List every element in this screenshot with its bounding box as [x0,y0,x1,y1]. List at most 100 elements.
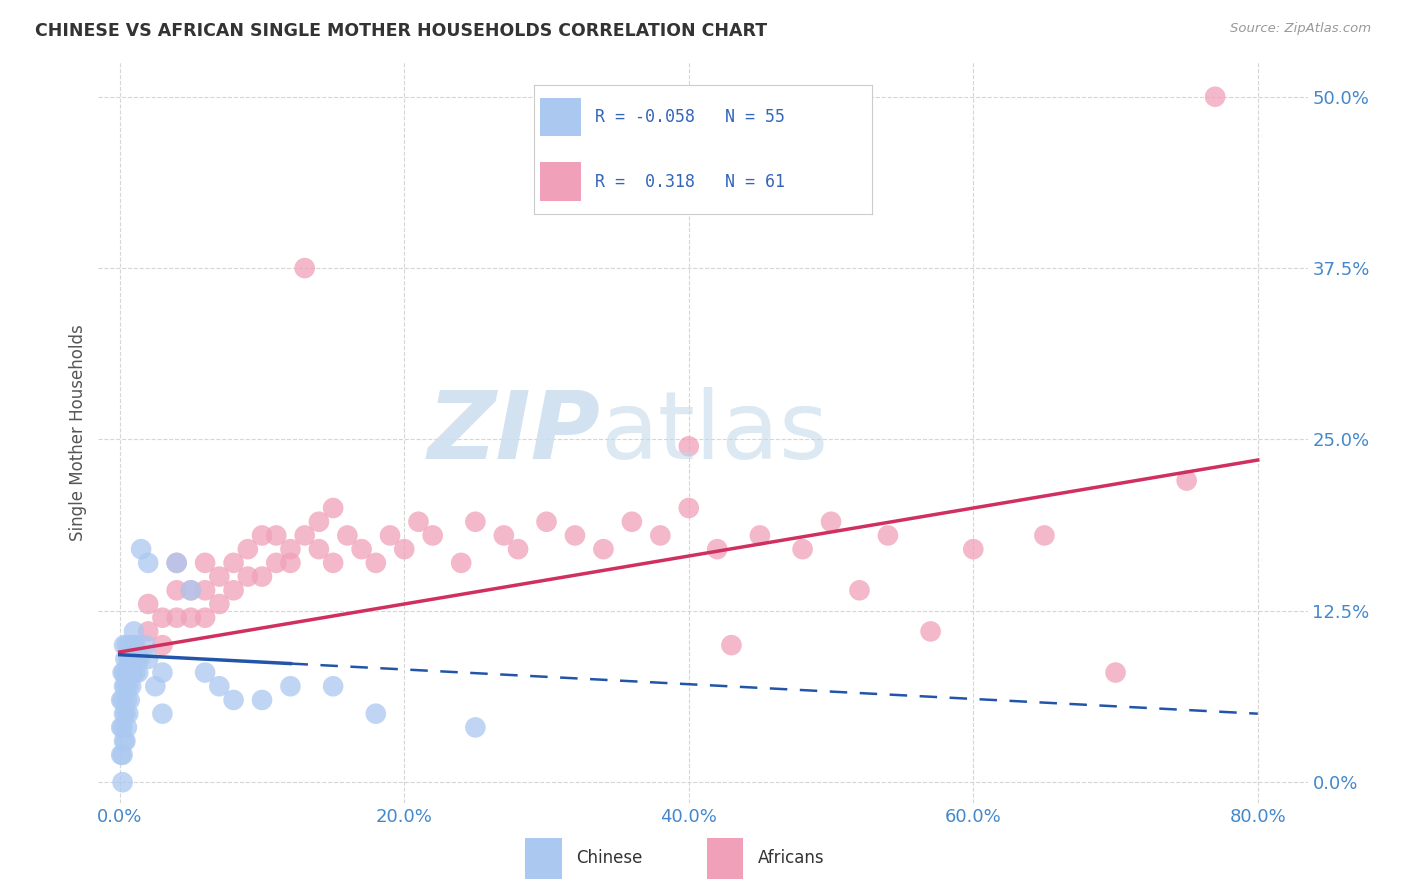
Point [112,679,135,693]
Point [678,501,700,516]
Point [121,665,143,680]
Point [920,624,942,639]
Point [848,583,870,598]
Point [322,556,344,570]
Point [152,611,174,625]
Point [115,638,138,652]
Point [136,652,159,666]
Point [180,583,202,598]
Point [115,693,138,707]
Point [136,597,159,611]
Point [111,665,134,680]
Point [222,693,245,707]
Point [792,542,814,557]
Point [450,556,472,570]
Point [114,706,136,721]
Point [280,679,302,693]
Point [120,679,142,693]
Point [506,542,529,557]
Point [250,693,273,707]
Point [124,638,146,652]
Point [1175,474,1198,488]
Point [114,734,136,748]
Point [394,542,416,557]
Point [122,638,145,652]
Point [748,528,770,542]
Point [364,556,387,570]
Point [1204,89,1226,103]
Point [112,734,135,748]
Point [136,624,159,639]
Point [180,583,202,598]
Point [264,528,287,542]
Point [152,665,174,680]
Point [180,611,202,625]
Point [166,583,188,598]
Point [134,638,156,652]
Point [114,679,136,693]
Point [620,515,643,529]
Point [720,638,742,652]
Point [117,706,139,721]
Point [322,501,344,516]
Point [111,693,134,707]
Point [536,515,558,529]
Point [166,556,188,570]
Point [350,542,373,557]
Point [236,569,259,583]
Point [250,569,273,583]
Point [117,679,139,693]
Point [592,542,614,557]
Point [222,583,245,598]
Point [118,665,141,680]
Point [127,665,149,680]
Point [143,679,166,693]
Point [336,528,359,542]
Point [408,515,430,529]
Point [308,515,330,529]
Point [194,611,217,625]
Point [111,747,134,762]
Point [877,528,900,542]
Point [208,597,231,611]
Point [112,706,135,721]
Point [122,652,145,666]
Text: atlas: atlas [600,386,828,479]
Point [250,528,273,542]
Text: ZIP: ZIP [427,386,600,479]
Point [166,611,188,625]
Point [121,638,143,652]
Point [422,528,444,542]
Point [129,542,152,557]
Point [115,720,138,734]
Point [110,720,132,734]
Point [112,638,135,652]
Point [706,542,728,557]
Point [118,638,141,652]
Point [112,665,135,680]
Point [208,569,231,583]
Point [117,652,139,666]
Point [364,706,387,721]
Y-axis label: Single Mother Households: Single Mother Households [69,325,87,541]
Point [125,652,148,666]
Point [194,583,217,598]
Point [650,528,672,542]
Point [110,693,132,707]
Point [194,556,217,570]
Text: CHINESE VS AFRICAN SINGLE MOTHER HOUSEHOLDS CORRELATION CHART: CHINESE VS AFRICAN SINGLE MOTHER HOUSEHO… [35,22,768,40]
Point [1104,665,1126,680]
Point [962,542,984,557]
Point [194,665,217,680]
Point [114,652,136,666]
Text: Source: ZipAtlas.com: Source: ZipAtlas.com [1230,22,1371,36]
Point [820,515,842,529]
Point [492,528,515,542]
Point [110,747,132,762]
Point [1033,528,1056,542]
Point [118,693,141,707]
Point [322,679,344,693]
Point [152,638,174,652]
Point [280,556,302,570]
Point [111,720,134,734]
